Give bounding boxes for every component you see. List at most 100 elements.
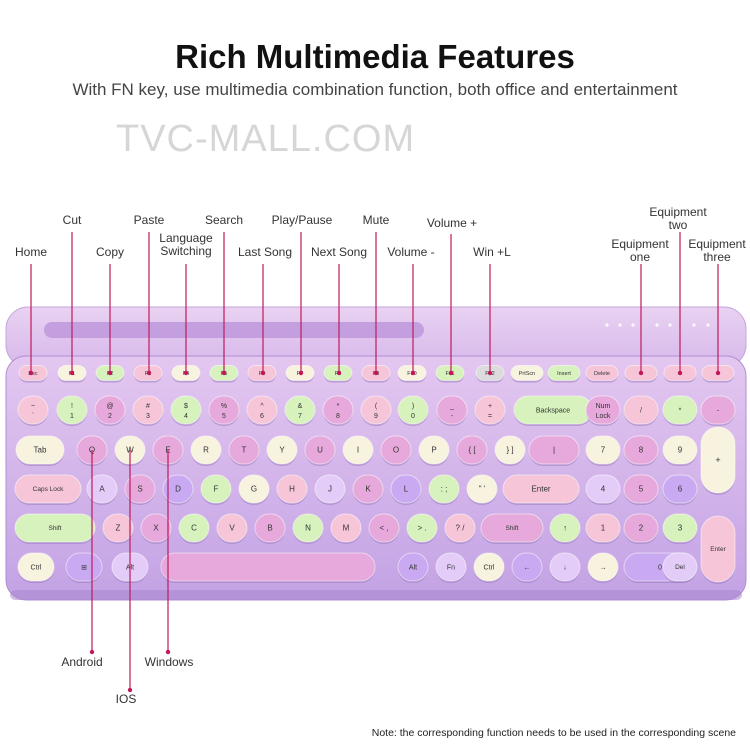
- label-equipment-three: Equipment three: [688, 237, 746, 264]
- key-row1-8: *8: [322, 395, 354, 426]
- label-mute: Mute: [362, 213, 390, 227]
- leader-next-song: [336, 264, 342, 376]
- key-legend: Num: [596, 403, 611, 410]
- key-legend: PrtScn: [519, 371, 536, 377]
- key-row3-2: S: [124, 474, 156, 505]
- key-legend: -: [717, 407, 720, 414]
- key-row0-13: PrtScn: [510, 365, 544, 383]
- key-legend: M: [343, 524, 350, 533]
- key-row0-6: F6: [247, 365, 277, 383]
- key-row1-10: )0: [397, 395, 429, 426]
- leader-android: [89, 450, 95, 655]
- watermark-top: TVC-MALL.COM: [116, 118, 416, 160]
- footnote: Note: the corresponding function needs t…: [371, 727, 736, 739]
- key-legend: Insert: [557, 371, 571, 377]
- key-row4-14: 2: [623, 513, 659, 544]
- key-row3-11: " ': [466, 474, 498, 505]
- key-row5-4: Alt: [397, 552, 429, 583]
- key-legend: F: [214, 485, 219, 494]
- leader-cut: [69, 232, 75, 376]
- key-row2-6: Y: [266, 435, 298, 466]
- key-enter-numpad: Enter: [700, 515, 736, 584]
- key-legend: 2: [108, 413, 112, 420]
- key-legend: Del: [675, 564, 685, 571]
- label-language-switching: Language Switching: [159, 231, 213, 258]
- key-legend: !: [71, 403, 73, 410]
- key-row4-0: Shift: [14, 513, 96, 544]
- key-legend: &: [298, 403, 303, 410]
- key-legend: +: [488, 403, 492, 410]
- key-row3-1: A: [86, 474, 118, 505]
- key-row1-12: +=: [474, 395, 506, 426]
- key-legend: { [: [468, 446, 476, 455]
- key-row0-14: Insert: [547, 365, 581, 383]
- key-legend: U: [317, 446, 323, 455]
- leader-volume-down: [410, 264, 416, 376]
- key-row0-0: Esc: [18, 365, 48, 383]
- key-row1-3: #3: [132, 395, 164, 426]
- label-last-song: Last Song: [237, 245, 293, 259]
- key-row2-5: T: [228, 435, 260, 466]
- key-row3-14: 5: [623, 474, 659, 505]
- key-row4-5: B: [254, 513, 286, 544]
- key-row4-15: 3: [662, 513, 698, 544]
- key-row3-3: D: [162, 474, 194, 505]
- key-row3-8: K: [352, 474, 384, 505]
- key-legend: 8: [336, 413, 340, 420]
- key-legend: 1: [601, 524, 606, 533]
- key-legend: H: [289, 485, 295, 494]
- key-row5-0: Ctrl: [17, 552, 55, 583]
- key-legend: 7: [298, 413, 302, 420]
- key-row1-16: *: [662, 395, 698, 426]
- key-legend: Caps Lock: [33, 486, 64, 493]
- key-legend: V: [229, 524, 235, 533]
- key-legend: B: [267, 524, 272, 533]
- key-legend: 5: [639, 485, 644, 494]
- key-legend: ↑: [563, 524, 567, 533]
- key-row4-7: M: [330, 513, 362, 544]
- key-row4-6: N: [292, 513, 324, 544]
- key-legend: 2: [639, 524, 644, 533]
- key-row1-9: (9: [360, 395, 392, 426]
- key-legend: (: [375, 403, 378, 410]
- key-legend: Esc: [28, 371, 37, 377]
- key-legend: 6: [678, 485, 683, 494]
- key-row2-4: R: [190, 435, 222, 466]
- key-legend: X: [153, 524, 159, 533]
- key-legend: Enter: [710, 546, 726, 553]
- leader-volume-up: [448, 234, 454, 376]
- key-legend: Ctrl: [31, 564, 42, 571]
- key-row1-7: &7: [284, 395, 316, 426]
- key-legend: G: [251, 485, 257, 494]
- key-row1-5: %5: [208, 395, 240, 426]
- key-row4-13: 1: [585, 513, 621, 544]
- key-row4-11: Shift: [480, 513, 544, 544]
- key-row2-7: U: [304, 435, 336, 466]
- key-legend: 0: [658, 564, 662, 571]
- key-row4-8: < ,: [368, 513, 400, 544]
- page-title: Rich Multimedia Features: [175, 38, 575, 75]
- key-legend: Alt: [409, 564, 417, 571]
- leader-equipment-one: [638, 264, 644, 376]
- key-legend: 1: [70, 413, 74, 420]
- key-row1-11: _-: [436, 395, 468, 426]
- key-row1-15: /: [623, 395, 659, 426]
- key-legend: Tab: [34, 446, 47, 455]
- leader-home: [28, 264, 34, 376]
- key-legend: T: [242, 446, 247, 455]
- key-row3-6: H: [276, 474, 308, 505]
- key-row5-7: ←: [511, 552, 543, 583]
- key-row3-4: F: [200, 474, 232, 505]
- label-home: Home: [14, 245, 48, 259]
- key-legend: 7: [601, 446, 606, 455]
- key-row2-16: 9: [662, 435, 698, 466]
- label-next-song: Next Song: [310, 245, 368, 259]
- key-row3-7: J: [314, 474, 346, 505]
- key-row3-13: 4: [585, 474, 621, 505]
- key-legend: Backspace: [536, 407, 570, 414]
- key-legend: Enter: [531, 485, 550, 494]
- key-legend: /: [640, 407, 642, 414]
- label-cut: Cut: [62, 213, 82, 227]
- key-legend: 4: [601, 485, 606, 494]
- key-row5-del: Del: [662, 552, 698, 583]
